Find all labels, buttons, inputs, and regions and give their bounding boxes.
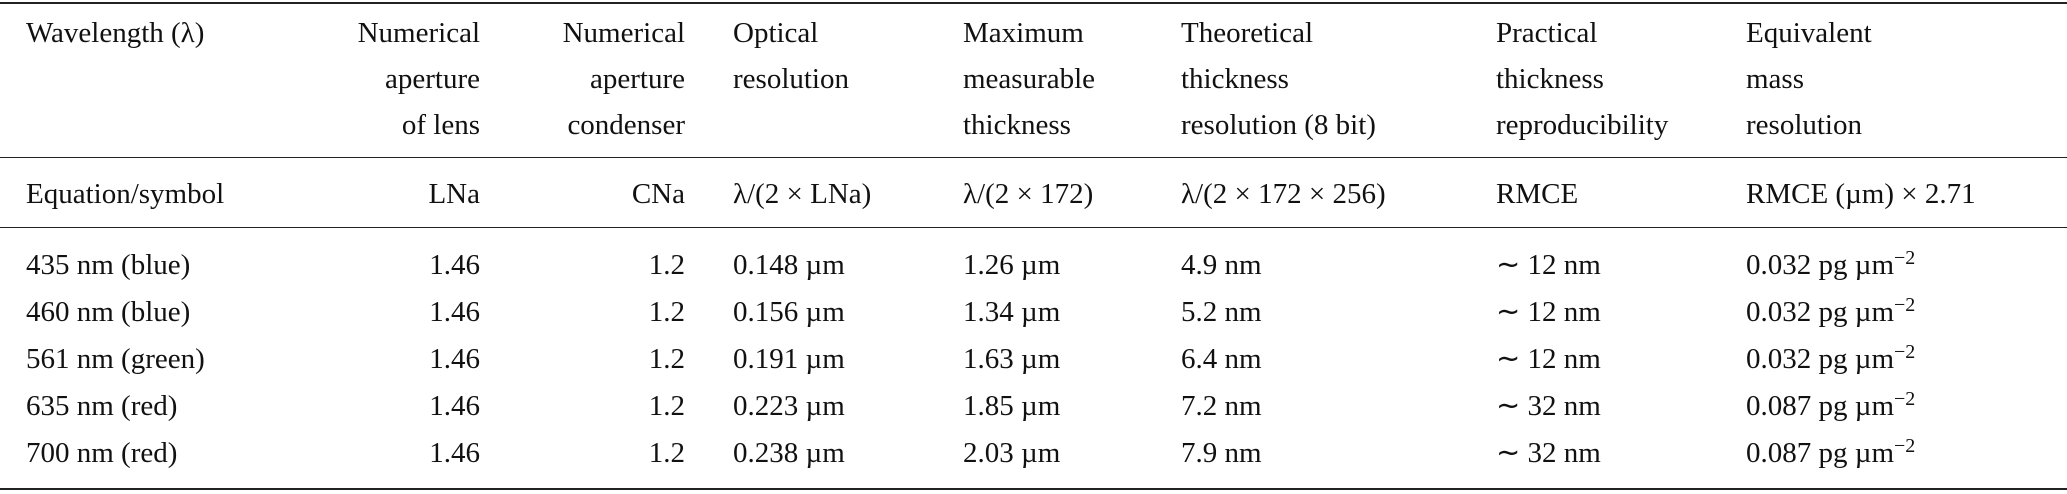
header-line: reproducibility: [1496, 109, 1669, 141]
equation-cell: λ/(2 × LNa): [733, 178, 872, 210]
data-cell: 460 nm (blue): [26, 296, 191, 328]
data-cell: ∼ 12 nm: [1496, 249, 1601, 281]
header-line: Theoretical: [1181, 17, 1314, 49]
header-line: Optical: [733, 17, 819, 49]
superscript: −2: [1894, 435, 1916, 457]
header-line: condenser: [567, 109, 685, 141]
header-line: thickness: [963, 109, 1071, 141]
header-line: aperture: [385, 63, 480, 95]
data-cell: ∼ 12 nm: [1496, 343, 1601, 375]
equation-cell: RMCE: [1496, 178, 1579, 210]
data-cell: 0.223 µm: [733, 390, 845, 422]
data-cell: 7.2 nm: [1181, 390, 1262, 422]
header-line: Numerical: [357, 17, 480, 49]
header-line: aperture: [590, 63, 685, 95]
data-cell: 0.087 pg µm−2: [1746, 389, 1915, 423]
header-rule: [0, 157, 2067, 158]
cell-text: 0.087 pg µm: [1746, 390, 1895, 422]
header-line: resolution: [733, 63, 849, 95]
data-cell: ∼ 12 nm: [1496, 296, 1601, 328]
header-line: Maximum: [963, 17, 1084, 49]
superscript: −2: [1894, 388, 1916, 410]
header-line: Equivalent: [1746, 17, 1872, 49]
header-line: of lens: [401, 109, 480, 141]
data-cell: 0.032 pg µm−2: [1746, 342, 1915, 376]
cell-text: 0.032 pg µm: [1746, 249, 1895, 281]
superscript: −2: [1894, 247, 1916, 269]
data-cell: ∼ 32 nm: [1496, 390, 1601, 422]
top-rule: [0, 2, 2067, 4]
equation-cell: λ/(2 × 172): [963, 178, 1094, 210]
data-cell: 2.03 µm: [963, 437, 1061, 469]
header-line: Wavelength (λ): [26, 17, 205, 49]
data-cell: 1.46: [429, 343, 480, 375]
data-cell: 1.63 µm: [963, 343, 1061, 375]
data-cell: 0.032 pg µm−2: [1746, 295, 1915, 329]
data-cell: 1.2: [648, 249, 685, 281]
data-cell: 1.2: [648, 296, 685, 328]
data-cell: 5.2 nm: [1181, 296, 1262, 328]
data-cell: 1.46: [429, 249, 480, 281]
data-cell: 4.9 nm: [1181, 249, 1262, 281]
data-cell: 435 nm (blue): [26, 249, 191, 281]
data-cell: 0.156 µm: [733, 296, 845, 328]
data-cell: 1.34 µm: [963, 296, 1061, 328]
header-line: thickness: [1496, 63, 1604, 95]
equation-cell: λ/(2 × 172 × 256): [1181, 178, 1386, 210]
data-cell: 1.2: [648, 437, 685, 469]
cell-text: 0.032 pg µm: [1746, 296, 1895, 328]
equation-cell: RMCE (µm) × 2.71: [1746, 178, 1976, 210]
header-line: Practical: [1496, 17, 1598, 49]
data-cell: 0.087 pg µm−2: [1746, 436, 1915, 470]
equation-cell: Equation/symbol: [26, 178, 225, 210]
data-cell: 0.032 pg µm−2: [1746, 248, 1915, 282]
data-cell: 1.46: [429, 437, 480, 469]
cell-text: 0.032 pg µm: [1746, 343, 1895, 375]
header-line: resolution: [1746, 109, 1862, 141]
data-cell: 700 nm (red): [26, 437, 178, 469]
equation-rule: [0, 227, 2067, 228]
equation-cell: CNa: [631, 178, 685, 210]
header-line: mass: [1746, 63, 1804, 95]
bottom-rule: [0, 488, 2067, 490]
header-line: resolution (8 bit): [1181, 109, 1376, 141]
data-cell: 1.46: [429, 296, 480, 328]
data-cell: ∼ 32 nm: [1496, 437, 1601, 469]
data-cell: 6.4 nm: [1181, 343, 1262, 375]
data-cell: 635 nm (red): [26, 390, 178, 422]
data-cell: 0.238 µm: [733, 437, 845, 469]
header-line: thickness: [1181, 63, 1289, 95]
superscript: −2: [1894, 341, 1916, 363]
data-cell: 1.46: [429, 390, 480, 422]
equation-cell: LNa: [428, 178, 480, 210]
data-cell: 0.148 µm: [733, 249, 845, 281]
header-line: Numerical: [562, 17, 685, 49]
cell-text: 0.087 pg µm: [1746, 437, 1895, 469]
data-cell: 0.191 µm: [733, 343, 845, 375]
data-cell: 7.9 nm: [1181, 437, 1262, 469]
data-cell: 1.26 µm: [963, 249, 1061, 281]
header-line: measurable: [963, 63, 1096, 95]
data-cell: 561 nm (green): [26, 343, 205, 375]
data-cell: 1.85 µm: [963, 390, 1061, 422]
data-cell: 1.2: [648, 343, 685, 375]
superscript: −2: [1894, 294, 1916, 316]
data-cell: 1.2: [648, 390, 685, 422]
